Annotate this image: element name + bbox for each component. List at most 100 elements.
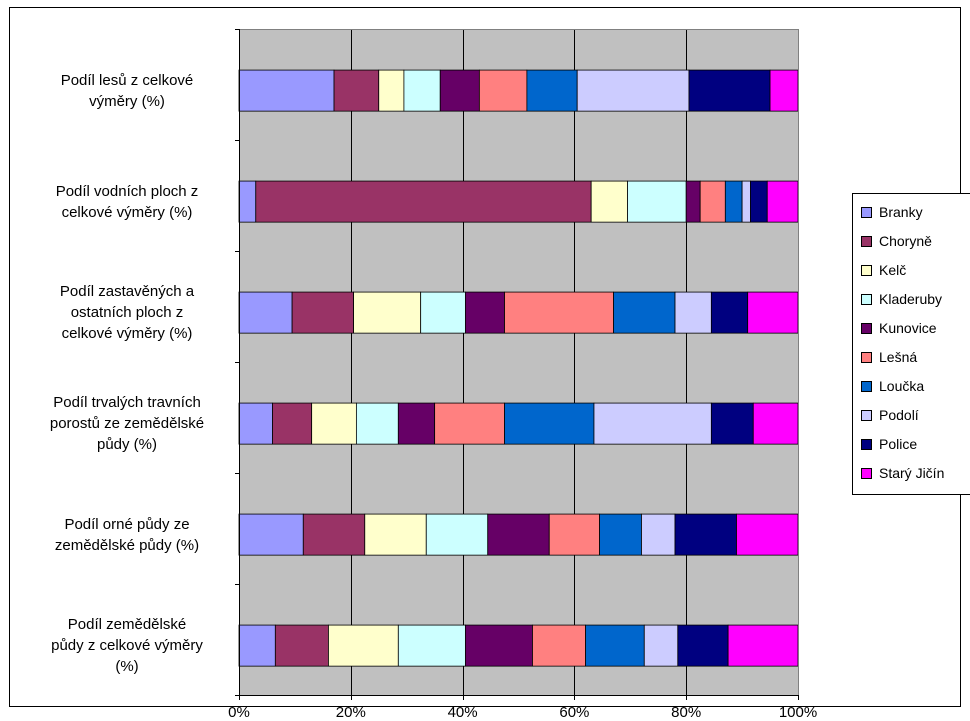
- bar-segment-star-ji-n: [736, 513, 799, 556]
- bar-segment-branky: [238, 180, 257, 223]
- bar-segment-kladeruby: [627, 180, 687, 223]
- bar-segment-choryn-: [333, 69, 380, 112]
- bar-segment-le-n-: [532, 624, 586, 667]
- bar-segment-kladeruby: [420, 291, 466, 334]
- category-label: Podíl orné půdy ze zemědělské půdy (%): [54, 515, 200, 554]
- category-label: Podíl zemědělské půdy z celkové výměry (…: [51, 616, 203, 676]
- bar-segment-kladeruby: [397, 624, 466, 667]
- bar-segment-star-ji-n: [727, 624, 799, 667]
- legend-label: Podolí: [879, 407, 919, 423]
- bar-segment-le-n-: [548, 513, 600, 556]
- legend-swatch: [861, 264, 872, 276]
- legend-label: Choryně: [879, 233, 932, 249]
- legend-label: Police: [879, 436, 918, 452]
- bar-segment-lou-ka: [504, 402, 595, 445]
- legend-label: Loučka: [879, 378, 925, 394]
- legend-item: Choryně: [861, 231, 932, 251]
- bar-segment-police: [710, 291, 749, 334]
- bar-segment-kel-: [353, 291, 422, 334]
- bar-segment-choryn-: [291, 291, 354, 334]
- bar-segment-le-n-: [504, 291, 614, 334]
- bar-segment-police: [688, 69, 771, 112]
- legend-swatch: [861, 351, 872, 363]
- bar-segment-le-n-: [434, 402, 505, 445]
- bar-segment-police: [710, 402, 754, 445]
- bar-segment-kladeruby: [425, 513, 489, 556]
- bar-segment-kladeruby: [403, 69, 441, 112]
- bar-segment-kunovice: [685, 180, 701, 223]
- legend-swatch: [861, 293, 872, 305]
- legend-label: Branky: [879, 204, 923, 220]
- legend-item: Lešná: [861, 347, 917, 367]
- bar-segment-podol-: [576, 69, 690, 112]
- bar-segment-kel-: [590, 180, 628, 223]
- bar-segment-kunovice: [439, 69, 480, 112]
- bar-segment-kel-: [328, 624, 399, 667]
- bar-segment-podol-: [674, 291, 712, 334]
- plot-svg: [235, 29, 799, 700]
- x-tick-label: 80%: [671, 704, 702, 721]
- bar-segment-branky: [238, 69, 335, 112]
- bar-segment-lou-ka: [599, 513, 642, 556]
- bar-segment-star-ji-n: [752, 402, 799, 445]
- legend-swatch: [861, 409, 872, 421]
- legend-swatch: [861, 380, 872, 392]
- legend-item: Loučka: [861, 376, 924, 396]
- bar-segment-lou-ka: [724, 180, 743, 223]
- legend-label: Starý Jičín: [879, 465, 945, 481]
- bar-segment-podol-: [643, 624, 679, 667]
- legend-label: Kelč: [879, 262, 907, 278]
- bar-segment-lou-ka: [526, 69, 578, 112]
- bar-segment-podol-: [641, 513, 676, 556]
- bar-segment-branky: [238, 291, 293, 334]
- category-label: Podíl lesů z celkové výměry (%): [60, 71, 194, 110]
- legend-swatch: [861, 206, 872, 218]
- legend-label: Lešná: [879, 349, 918, 365]
- bar-segment-kunovice: [397, 402, 436, 445]
- category-label: Podíl vodních ploch z celkové výměry (%): [55, 182, 199, 221]
- bar-segment-branky: [238, 513, 304, 556]
- bar-segment-le-n-: [478, 69, 528, 112]
- bar-segment-le-n-: [699, 180, 726, 223]
- bar-segment-star-ji-n: [766, 180, 799, 223]
- category-label: Podíl trvalých travních porostů ze zeměd…: [49, 394, 205, 454]
- legend-label: Kunovice: [879, 320, 937, 336]
- bar-segment-kunovice: [464, 291, 505, 334]
- bar-segment-kladeruby: [355, 402, 399, 445]
- legend-item: Branky: [861, 202, 923, 222]
- x-tick-label: 60%: [559, 704, 590, 721]
- legend-swatch: [861, 438, 872, 450]
- bar-segment-kel-: [311, 402, 357, 445]
- legend-swatch: [861, 322, 872, 334]
- x-tick-label: 20%: [335, 704, 366, 721]
- category-label: Podíl zastavěných a ostatních ploch z ce…: [59, 283, 195, 343]
- bar-segment-police: [677, 624, 729, 667]
- x-tick-label: 100%: [778, 704, 818, 721]
- x-tick-label: 0%: [228, 704, 250, 721]
- legend-item: Kelč: [861, 260, 906, 280]
- chart-area: Podíl lesů z celkové výměry (%) Podíl vod…: [9, 7, 961, 721]
- plot-background: [239, 29, 798, 695]
- legend-swatch: [861, 235, 872, 247]
- bar-segment-podol-: [593, 402, 712, 445]
- legend-swatch: [861, 467, 872, 479]
- bar-segment-lou-ka: [613, 291, 676, 334]
- legend-item: Kladeruby: [861, 289, 942, 309]
- legend-item: Police: [861, 434, 917, 454]
- bar-segment-podol-: [741, 180, 751, 223]
- bar-segment-choryn-: [255, 180, 592, 223]
- legend-label: Kladeruby: [879, 291, 943, 307]
- bar-segment-choryn-: [274, 624, 329, 667]
- bar-segment-branky: [238, 624, 276, 667]
- legend-item: Kunovice: [861, 318, 937, 338]
- bar-segment-police: [750, 180, 768, 223]
- legend-item: Starý Jičín: [861, 463, 944, 483]
- bar-segment-kunovice: [487, 513, 550, 556]
- bar-segment-police: [674, 513, 737, 556]
- bar-segment-kel-: [378, 69, 405, 112]
- x-tick-label: 40%: [447, 704, 478, 721]
- bar-segment-branky: [238, 402, 273, 445]
- bar-segment-star-ji-n: [769, 69, 799, 112]
- bar-segment-lou-ka: [585, 624, 645, 667]
- bar-segment-star-ji-n: [747, 291, 799, 334]
